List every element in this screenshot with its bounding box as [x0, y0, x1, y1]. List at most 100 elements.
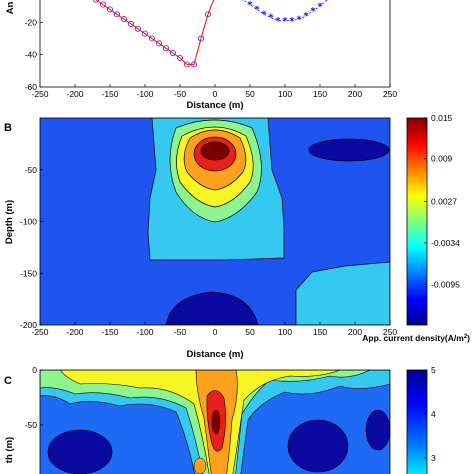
- data-point: *: [296, 14, 302, 25]
- x-tick-label: 100: [278, 327, 292, 337]
- x-tick-label: -50: [174, 89, 187, 99]
- data-point: [113, 11, 121, 18]
- x-tick-label: 100: [278, 89, 292, 99]
- data-point: *: [324, 0, 330, 6]
- data-point: [134, 25, 142, 32]
- data-point: [99, 1, 107, 8]
- data-point: [197, 35, 205, 42]
- y-tick-label: -60: [25, 82, 38, 92]
- y-tick-label: -50: [25, 420, 38, 430]
- colorbar-tick-label: 0.015: [431, 113, 453, 123]
- y-tick-label: -40: [25, 50, 38, 60]
- data-point: [176, 54, 184, 61]
- colorbar-tick-label: 5: [431, 365, 436, 375]
- data-point: *: [310, 6, 316, 17]
- data-point: *: [331, 0, 337, 1]
- data-point: [204, 11, 212, 18]
- x-tick-label: 200: [348, 327, 362, 337]
- series-line: [95, 0, 215, 65]
- x-ticks: -250 -200 -150 -100 -50 0 50 100 150 200 250: [31, 84, 397, 99]
- colorbar: [406, 369, 428, 474]
- data-point: [162, 45, 170, 52]
- contour-level: [365, 409, 390, 451]
- panel-label: B: [4, 122, 12, 134]
- colorbar-tick-label: 3: [431, 453, 436, 463]
- data-point: *: [261, 9, 267, 20]
- data-point: *: [268, 13, 274, 24]
- contour-level: [211, 409, 221, 435]
- y-axis-label: An: [5, 1, 16, 14]
- y-axis-label: Depth (m): [4, 200, 15, 244]
- data-point: [183, 61, 191, 68]
- x-tick-label: -100: [136, 327, 153, 337]
- x-tick-label: -100: [136, 89, 153, 99]
- data-point: *: [275, 16, 281, 27]
- x-tick-label: -250: [31, 89, 48, 99]
- data-point: *: [317, 1, 323, 12]
- data-point: [169, 50, 177, 57]
- y-tick-label: 0: [32, 365, 37, 375]
- y-axis-label: th (m): [4, 437, 15, 463]
- panel-b: B -250 -200 -150 -100 -50 0 50 100 150 200 250 -50…: [4, 113, 470, 360]
- panel-a: ****************** -250 -200 -150 -100 -50 0 5…: [5, 0, 397, 111]
- x-tick-label: -50: [174, 327, 187, 337]
- y-tick-label: -100: [20, 217, 37, 227]
- contour-level: [165, 291, 259, 325]
- colorbar-tick-label: 4: [431, 409, 436, 419]
- y-ticks: -50 -100 -150 -200: [20, 165, 43, 330]
- panel-label: C: [4, 375, 12, 387]
- colorbar-label: App. current density(A/m2): [362, 333, 470, 343]
- x-tick-label: 150: [313, 89, 327, 99]
- data-point: [155, 40, 163, 47]
- data-point: *: [226, 0, 232, 1]
- x-tick-label: 200: [348, 89, 362, 99]
- data-point: [148, 35, 156, 42]
- contour-level: [59, 370, 341, 474]
- data-point: [141, 30, 149, 37]
- x-tick-label: 150: [313, 327, 327, 337]
- data-point: [106, 6, 114, 13]
- series-markers: ******************: [226, 0, 337, 27]
- colorbar-ticks: 0.015 0.009 0.0027 -0.0034 -0.0095: [424, 113, 460, 289]
- x-axis-label: Distance (m): [186, 349, 243, 360]
- x-tick-label: -150: [101, 327, 118, 337]
- panel-a-plot-area: [39, 0, 391, 88]
- x-tick-label: 250: [383, 89, 397, 99]
- x-axis-label: Distance (m): [186, 100, 243, 111]
- data-point: *: [289, 16, 295, 27]
- contour-level: [295, 261, 390, 325]
- data-point: *: [240, 0, 246, 6]
- data-point: [120, 16, 128, 23]
- contour-level: [47, 429, 113, 474]
- panel-c: C 0-50-100 th (m) 543: [4, 365, 436, 474]
- x-tick-label: -150: [101, 89, 118, 99]
- data-point: *: [282, 16, 288, 27]
- colorbar: [406, 117, 428, 326]
- data-point: *: [254, 5, 260, 16]
- colorbar-tick-label: -0.0034: [431, 238, 460, 248]
- contour-level: [200, 141, 230, 161]
- x-tick-label: 0: [213, 327, 218, 337]
- data-point: [92, 0, 100, 3]
- contour-level: [287, 419, 349, 473]
- y-ticks: -20 -40 -60: [25, 17, 43, 92]
- data-point: *: [303, 11, 309, 22]
- x-tick-label: -200: [66, 89, 83, 99]
- colorbar-tick-label: -0.0095: [431, 279, 460, 289]
- colorbar-tick-label: 0.009: [431, 154, 453, 164]
- x-tick-label: 250: [383, 327, 397, 337]
- data-point: [190, 61, 198, 68]
- y-ticks: 0-50-100: [25, 365, 43, 430]
- x-ticks: -250 -200 -150 -100 -50 0 50 100 150 200 250: [31, 322, 397, 337]
- y-tick-label: -50: [25, 165, 38, 175]
- series-markers: [92, 0, 212, 68]
- y-tick-label: -20: [25, 17, 38, 27]
- y-tick-label: -200: [20, 320, 37, 330]
- x-tick-label: 50: [245, 327, 255, 337]
- data-point: [127, 20, 135, 28]
- x-tick-label: 50: [245, 89, 255, 99]
- contour-level: [308, 138, 390, 162]
- x-tick-label: -250: [31, 327, 48, 337]
- x-tick-label: 0: [213, 89, 218, 99]
